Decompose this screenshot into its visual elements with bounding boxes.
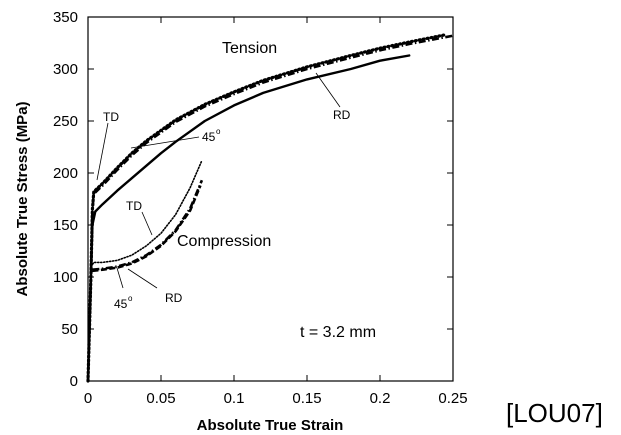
series-compression-td bbox=[90, 159, 203, 268]
comp-rd-pointer bbox=[127, 268, 158, 289]
tension-td-pointer bbox=[96, 122, 109, 181]
y-tick-label: 350 bbox=[53, 9, 78, 26]
comp-td-pointer bbox=[141, 211, 153, 236]
thickness-label: t = 3.2 mm bbox=[300, 324, 376, 341]
tension-td-label: TD bbox=[103, 110, 119, 124]
reference-label: [LOU07] bbox=[506, 398, 603, 428]
comp-45-degree: o bbox=[128, 294, 133, 303]
x-tick-label: 0.1 bbox=[224, 390, 245, 407]
plot-frame bbox=[87, 16, 454, 382]
y-tick-label: 0 bbox=[70, 373, 78, 390]
x-tick-label: 0.2 bbox=[370, 390, 391, 407]
compression-label: Compression bbox=[177, 233, 271, 250]
tension-45-label: 45 bbox=[202, 130, 216, 144]
comp-45-pointer bbox=[116, 267, 124, 289]
y-tick-label: 50 bbox=[61, 321, 78, 338]
y-axis-label: Absolute True Stress (MPa) bbox=[14, 101, 31, 296]
ticks-layer: 0 0.05 0.1 0.15 0.2 0.25 0 50 100 150 200 250 300 350 bbox=[53, 9, 468, 407]
x-tick-label: 0.15 bbox=[292, 390, 321, 407]
y-tick-label: 300 bbox=[53, 61, 78, 78]
series-compression-45 bbox=[92, 179, 204, 271]
tension-label: Tension bbox=[222, 40, 277, 57]
x-axis-label: Absolute True Strain bbox=[197, 417, 344, 434]
x-tick-label: 0.25 bbox=[438, 390, 467, 407]
x-tick-label: 0.05 bbox=[146, 390, 175, 407]
y-tick-label: 100 bbox=[53, 269, 78, 286]
series-layer bbox=[86, 33, 454, 383]
series-tension-rd bbox=[86, 54, 411, 383]
comp-45-label: 45 bbox=[114, 297, 128, 311]
comp-rd-label: RD bbox=[165, 291, 183, 305]
y-tick-label: 150 bbox=[53, 217, 78, 234]
y-tick-label: 250 bbox=[53, 113, 78, 130]
y-tick-label: 200 bbox=[53, 165, 78, 182]
comp-td-label: TD bbox=[126, 199, 142, 213]
series-compression-rd bbox=[92, 185, 202, 273]
tension-rd-pointer bbox=[315, 72, 341, 108]
series-tension-45 bbox=[86, 34, 454, 382]
x-tick-label: 0 bbox=[84, 390, 92, 407]
tension-rd-label: RD bbox=[333, 108, 351, 122]
tension-45-pointer bbox=[130, 136, 200, 149]
tension-45-degree: o bbox=[216, 127, 221, 136]
